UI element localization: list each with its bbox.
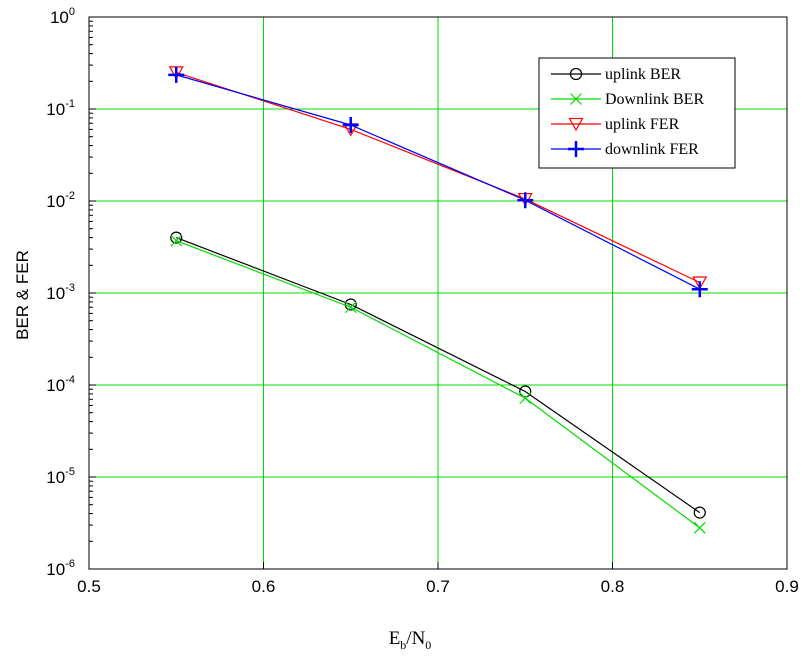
data-point [519, 392, 532, 405]
x-tick-label: 0.7 [426, 577, 450, 596]
series-downlink-fer [168, 66, 708, 298]
data-point [344, 298, 357, 311]
legend-marker [569, 67, 583, 81]
series-line [176, 240, 701, 529]
y-tick-label: 10-5 [46, 466, 75, 487]
data-point [692, 276, 708, 290]
y-tick-label: 100 [50, 6, 75, 27]
data-point [693, 506, 706, 519]
legend-item: uplink FER [551, 116, 680, 133]
series-line [176, 71, 701, 284]
legend-item: Downlink BER [551, 91, 704, 108]
series-group [168, 66, 708, 534]
legend-marker [568, 141, 584, 157]
x-tick-label: 0.6 [252, 577, 276, 596]
data-point [168, 66, 185, 83]
legend: uplink BER Downlink BER uplink FER downlink… [538, 57, 736, 169]
data-point [170, 234, 183, 247]
legend-marker [570, 93, 582, 105]
x-tick-label: 0.5 [77, 577, 101, 596]
legend-item: uplink BER [551, 66, 681, 83]
series-line [176, 237, 701, 514]
y-tick-label: 10-3 [46, 282, 75, 303]
series-uplink-ber [170, 231, 706, 519]
x-tick-label: 0.9 [775, 577, 799, 596]
legend-marker [568, 117, 584, 132]
data-point [691, 281, 708, 298]
legend-item: downlink FER [551, 141, 699, 158]
data-point [344, 301, 357, 314]
y-tick-label: 10-2 [46, 190, 75, 211]
x-axis-title: Eb/N0 [389, 628, 432, 652]
legend-label: Downlink BER [605, 91, 704, 108]
y-axis-title: BER & FER [13, 250, 32, 340]
data-point [342, 117, 359, 134]
axis-ticks: 0.5 0.6 0.7 0.8 0.9 10-6 10-5 10-4 10-3 10-2 10-1 1… [46, 6, 799, 596]
y-tick-label: 10-6 [46, 558, 75, 579]
y-tick-label: 10-1 [46, 98, 75, 119]
y-tick-label: 10-4 [46, 374, 75, 395]
series-downlink-ber [170, 234, 706, 534]
series-line [176, 74, 701, 290]
data-point [693, 521, 706, 534]
legend-label: uplink BER [605, 66, 681, 83]
data-point [170, 231, 183, 244]
legend-label: uplink FER [605, 116, 680, 133]
x-tick-label: 0.8 [601, 577, 625, 596]
data-point [519, 385, 532, 398]
data-point [517, 192, 534, 209]
legend-label: downlink FER [605, 141, 699, 158]
